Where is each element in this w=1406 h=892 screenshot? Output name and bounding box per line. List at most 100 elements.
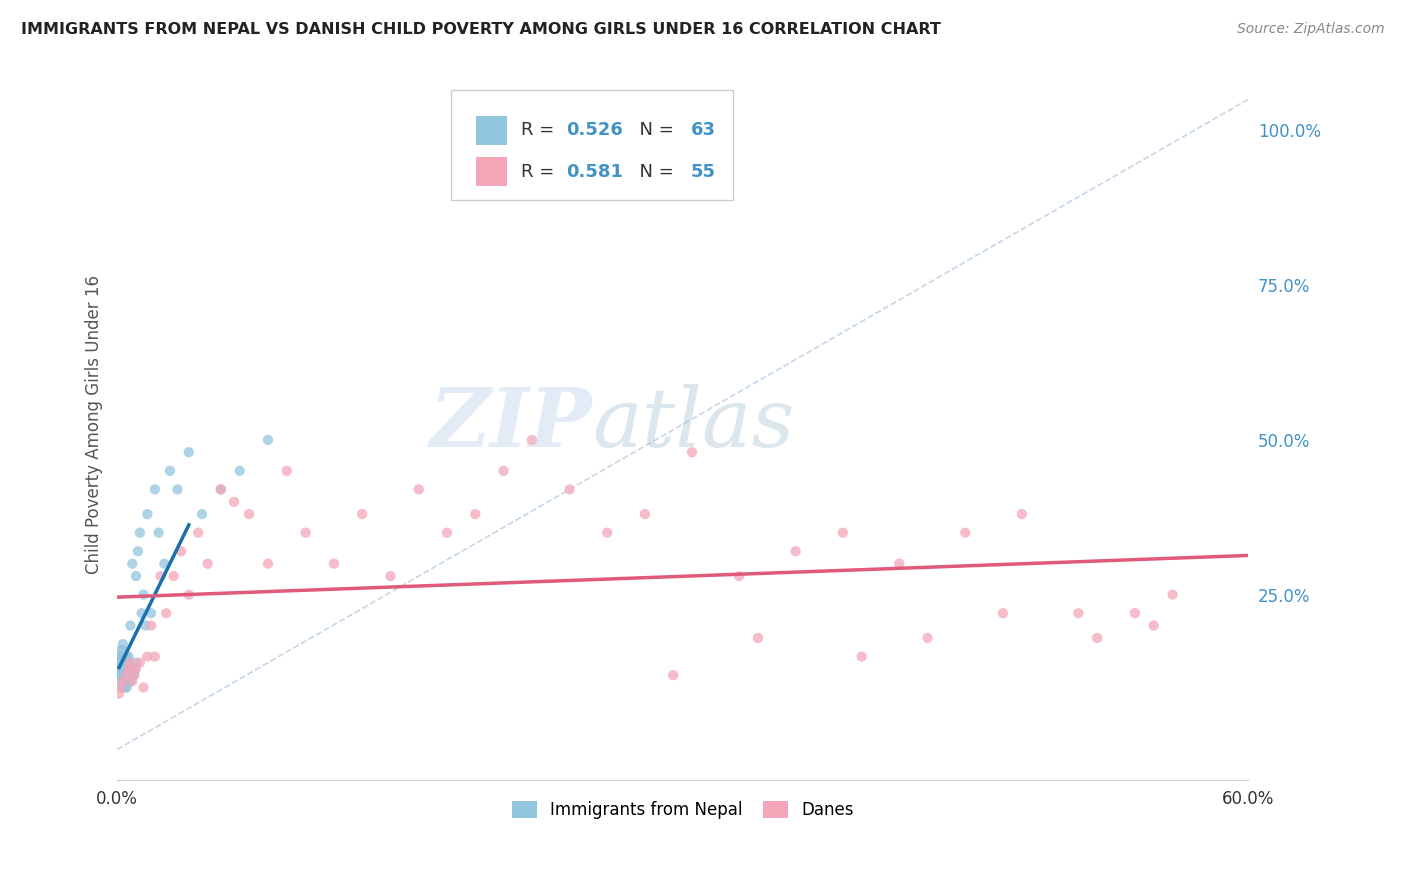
Point <box>122 662 145 676</box>
Point <box>177 445 200 459</box>
Point <box>114 662 136 676</box>
Point <box>114 681 136 695</box>
Point <box>110 649 132 664</box>
Point <box>1011 507 1033 521</box>
Point <box>1161 588 1184 602</box>
Point <box>322 557 344 571</box>
Point <box>114 668 136 682</box>
Point <box>558 483 581 497</box>
Point <box>785 544 807 558</box>
Point <box>257 433 280 447</box>
Point <box>128 656 150 670</box>
Point <box>117 649 139 664</box>
Point <box>127 544 149 558</box>
Point <box>115 668 138 682</box>
Point <box>108 649 131 664</box>
Point <box>111 637 134 651</box>
Point <box>596 525 619 540</box>
Text: R =: R = <box>520 162 560 181</box>
Text: ZIP: ZIP <box>429 384 592 465</box>
FancyBboxPatch shape <box>475 158 508 186</box>
Point <box>111 681 134 695</box>
Point <box>276 464 298 478</box>
Point <box>991 606 1014 620</box>
Point <box>166 483 188 497</box>
Y-axis label: Child Poverty Among Girls Under 16: Child Poverty Among Girls Under 16 <box>86 275 103 574</box>
Point <box>139 618 162 632</box>
Point <box>111 649 134 664</box>
Point <box>143 649 166 664</box>
Point <box>125 569 148 583</box>
Point <box>889 557 911 571</box>
Point <box>115 662 138 676</box>
Point <box>155 606 177 620</box>
Point <box>197 557 219 571</box>
Point <box>520 433 543 447</box>
Point <box>111 662 134 676</box>
Point <box>132 588 155 602</box>
Point <box>728 569 751 583</box>
Point <box>831 525 853 540</box>
Point <box>1123 606 1146 620</box>
Text: 0.581: 0.581 <box>567 162 623 181</box>
Point <box>148 525 170 540</box>
Point <box>131 606 153 620</box>
Point <box>117 668 139 682</box>
Point <box>122 668 145 682</box>
Point <box>121 662 143 676</box>
Point <box>159 464 181 478</box>
Point <box>115 668 138 682</box>
Point <box>132 681 155 695</box>
Point <box>120 662 142 676</box>
Text: R =: R = <box>520 121 560 139</box>
Point <box>117 674 139 689</box>
Point <box>111 656 134 670</box>
Point <box>139 606 162 620</box>
Point <box>1067 606 1090 620</box>
Text: N =: N = <box>628 162 681 181</box>
Point <box>1143 618 1166 632</box>
Point <box>955 525 977 540</box>
Point <box>110 656 132 670</box>
Point <box>851 649 873 664</box>
Point <box>120 668 142 682</box>
Point <box>115 656 138 670</box>
Point <box>143 483 166 497</box>
Point <box>149 569 172 583</box>
Point <box>125 656 148 670</box>
Point <box>115 649 138 664</box>
Point <box>380 569 402 583</box>
Point <box>917 631 939 645</box>
Point <box>108 687 131 701</box>
Text: 55: 55 <box>690 162 716 181</box>
Point <box>110 681 132 695</box>
Point <box>120 618 142 632</box>
Text: IMMIGRANTS FROM NEPAL VS DANISH CHILD POVERTY AMONG GIRLS UNDER 16 CORRELATION C: IMMIGRANTS FROM NEPAL VS DANISH CHILD PO… <box>21 22 941 37</box>
FancyBboxPatch shape <box>451 90 734 200</box>
Point <box>136 649 159 664</box>
Point <box>111 674 134 689</box>
Point <box>110 668 132 682</box>
Point <box>209 483 232 497</box>
Point <box>134 618 156 632</box>
Point <box>1085 631 1108 645</box>
Point <box>492 464 515 478</box>
Point <box>111 668 134 682</box>
Text: Source: ZipAtlas.com: Source: ZipAtlas.com <box>1237 22 1385 37</box>
Point <box>238 507 260 521</box>
Point <box>111 643 134 657</box>
Point <box>110 662 132 676</box>
Point <box>228 464 250 478</box>
Point <box>117 662 139 676</box>
Point <box>108 668 131 682</box>
Point <box>222 495 245 509</box>
Point <box>163 569 186 583</box>
Point <box>110 681 132 695</box>
Point <box>121 674 143 689</box>
Point <box>115 681 138 695</box>
Point <box>114 656 136 670</box>
Point <box>662 668 685 682</box>
Point <box>136 507 159 521</box>
Point <box>114 674 136 689</box>
Point <box>408 483 430 497</box>
